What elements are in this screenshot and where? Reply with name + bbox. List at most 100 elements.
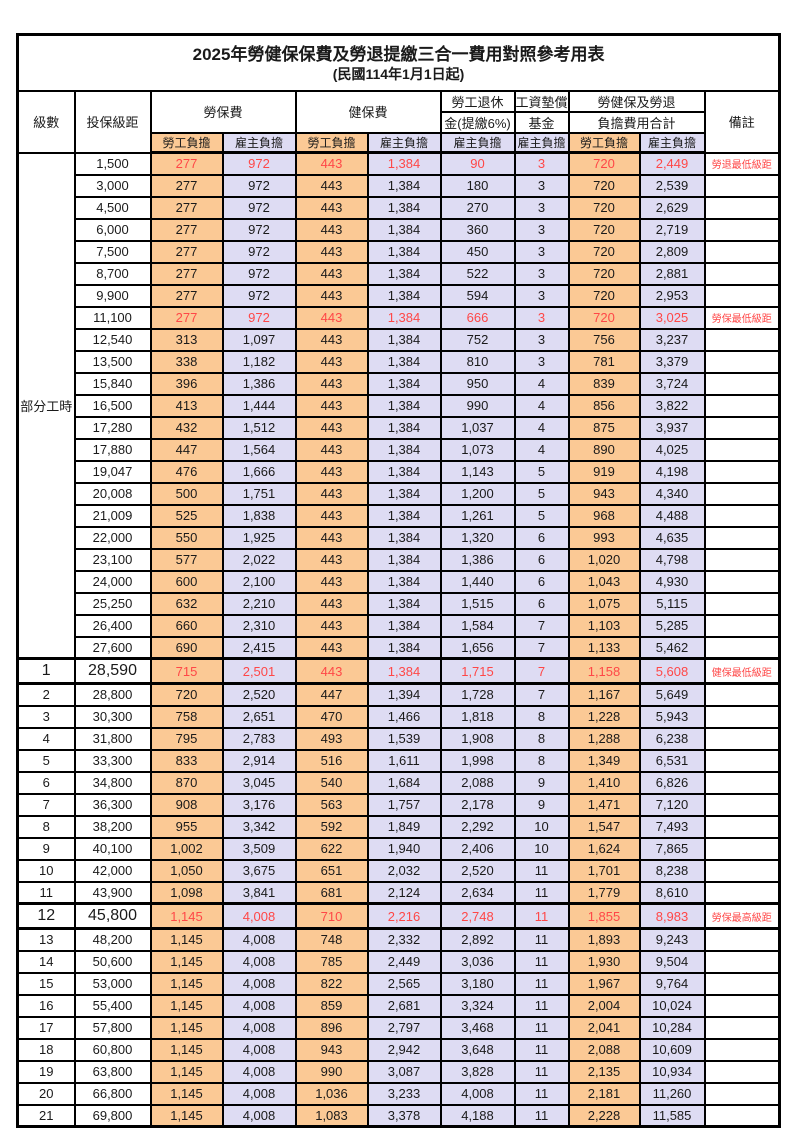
cell-remark: 健保最低級距 [703, 657, 781, 685]
cell-wage-fund-employer: 11 [513, 927, 570, 952]
cell-health-insurance-employer: 2,216 [366, 902, 442, 930]
cell-level: 18 [16, 1037, 76, 1062]
table-row: 22,000 550 1,925 443 1,384 1,320 6 993 4,635 [18, 525, 781, 550]
col-header-bracket: 投保級距 [73, 89, 152, 154]
title-row: 2025年勞健保保費及勞退提繳三合一費用對照參考用表 (民國114年1月1日起) [16, 33, 781, 92]
cell-wage-fund-employer: 5 [513, 503, 570, 528]
cell-total-employee: 1,893 [567, 927, 641, 952]
cell-remark [703, 217, 781, 242]
cell-remark [703, 836, 781, 861]
cell-health-insurance-employer: 1,384 [366, 657, 442, 685]
cell-labor-insurance-employee: 277 [149, 217, 224, 242]
cell-labor-insurance-employee: 1,145 [149, 927, 224, 952]
table-row: 6,000 277 972 443 1,384 360 3 720 2,719 [18, 217, 781, 242]
cell-bracket: 57,800 [73, 1015, 152, 1040]
cell-wage-fund-employer: 6 [513, 525, 570, 550]
cell-remark [703, 726, 781, 751]
cell-total-employee: 1,471 [567, 792, 641, 817]
cell-total-employer: 5,115 [638, 591, 706, 616]
cell-total-employee: 1,075 [567, 591, 641, 616]
cell-remark [703, 1015, 781, 1040]
cell-labor-insurance-employee: 690 [149, 635, 224, 660]
cell-labor-insurance-employer: 4,008 [221, 949, 297, 974]
cell-level: 12 [16, 902, 76, 930]
cell-health-insurance-employee: 443 [294, 547, 369, 572]
cell-labor-insurance-employee: 277 [149, 283, 224, 308]
cell-remark [703, 792, 781, 817]
cell-labor-insurance-employer: 1,386 [221, 371, 297, 396]
cell-labor-insurance-employer: 1,564 [221, 437, 297, 462]
cell-total-employer: 9,764 [638, 971, 706, 996]
cell-remark [703, 613, 781, 638]
cell-total-employee: 1,020 [567, 547, 641, 572]
cell-health-insurance-employee: 443 [294, 415, 369, 440]
cell-labor-insurance-employee: 870 [149, 770, 224, 795]
cell-health-insurance-employee: 622 [294, 836, 369, 861]
col-group-wage-fund-line2: 基金 [513, 110, 570, 134]
cell-health-insurance-employer: 2,942 [366, 1037, 442, 1062]
cell-health-insurance-employer: 2,449 [366, 949, 442, 974]
cell-wage-fund-employer: 11 [513, 993, 570, 1018]
cell-wage-fund-employer: 8 [513, 726, 570, 751]
table-row: 16 55,400 1,145 4,008 859 2,681 3,324 11 2,004 10… [16, 993, 781, 1018]
cell-wage-fund-employer: 8 [513, 704, 570, 729]
cell-total-employer: 5,649 [638, 682, 706, 707]
cell-bracket: 28,590 [73, 657, 152, 685]
cell-labor-insurance-employee: 1,145 [149, 949, 224, 974]
cell-level: 1 [16, 657, 76, 685]
table-row: 4 31,800 795 2,783 493 1,539 1,908 8 1,288 6,238 [16, 726, 781, 751]
cell-health-insurance-employee: 1,083 [294, 1103, 369, 1128]
cell-labor-insurance-employer: 972 [221, 239, 297, 264]
cell-level: 14 [16, 949, 76, 974]
cell-pension-employer: 180 [439, 173, 516, 198]
cell-labor-insurance-employer: 3,841 [221, 880, 297, 905]
cell-remark: 勞保最低級距 [703, 305, 781, 330]
cell-labor-insurance-employer: 972 [221, 173, 297, 198]
cell-pension-employer: 1,200 [439, 481, 516, 506]
cell-remark [703, 1081, 781, 1106]
table-row: 14 50,600 1,145 4,008 785 2,449 3,036 11 1,930 9,… [16, 949, 781, 974]
cell-health-insurance-employer: 3,378 [366, 1103, 442, 1128]
cell-labor-insurance-employer: 2,310 [221, 613, 297, 638]
cell-bracket: 34,800 [73, 770, 152, 795]
cell-total-employee: 720 [567, 217, 641, 242]
cell-pension-employer: 1,998 [439, 748, 516, 773]
cell-level: 16 [16, 993, 76, 1018]
cell-labor-insurance-employer: 4,008 [221, 1081, 297, 1106]
cell-health-insurance-employer: 2,681 [366, 993, 442, 1018]
cell-bracket: 20,008 [73, 481, 152, 506]
cell-health-insurance-employer: 1,466 [366, 704, 442, 729]
cell-remark [703, 748, 781, 773]
cell-health-insurance-employer: 2,797 [366, 1015, 442, 1040]
cell-labor-insurance-employer: 3,675 [221, 858, 297, 883]
cell-remark [703, 1037, 781, 1062]
cell-total-employee: 1,547 [567, 814, 641, 839]
cell-remark [703, 283, 781, 308]
cell-health-insurance-employer: 1,384 [366, 173, 442, 198]
cell-labor-insurance-employee: 413 [149, 393, 224, 418]
cell-total-employee: 890 [567, 437, 641, 462]
cell-total-employer: 10,024 [638, 993, 706, 1018]
cell-labor-insurance-employer: 3,342 [221, 814, 297, 839]
cell-bracket: 19,047 [73, 459, 152, 484]
cell-health-insurance-employer: 1,849 [366, 814, 442, 839]
cell-bracket: 12,540 [73, 327, 152, 352]
cell-labor-insurance-employee: 1,145 [149, 902, 224, 930]
cell-total-employee: 720 [567, 305, 641, 330]
cell-labor-insurance-employee: 1,002 [149, 836, 224, 861]
cell-labor-insurance-employer: 1,751 [221, 481, 297, 506]
cell-labor-insurance-employer: 4,008 [221, 1059, 297, 1084]
cell-health-insurance-employer: 1,684 [366, 770, 442, 795]
cell-health-insurance-employee: 470 [294, 704, 369, 729]
table-row: 4,500 277 972 443 1,384 270 3 720 2,629 [18, 195, 781, 220]
cell-pension-employer: 3,648 [439, 1037, 516, 1062]
cell-total-employee: 720 [567, 239, 641, 264]
table-row: 12,540 313 1,097 443 1,384 752 3 756 3,237 [18, 327, 781, 352]
cell-bracket: 48,200 [73, 927, 152, 952]
col-header-level: 級數 [16, 89, 76, 154]
cell-health-insurance-employee: 443 [294, 591, 369, 616]
cell-health-insurance-employer: 1,611 [366, 748, 442, 773]
cell-health-insurance-employer: 1,384 [366, 415, 442, 440]
cell-pension-employer: 1,728 [439, 682, 516, 707]
cell-labor-insurance-employee: 833 [149, 748, 224, 773]
